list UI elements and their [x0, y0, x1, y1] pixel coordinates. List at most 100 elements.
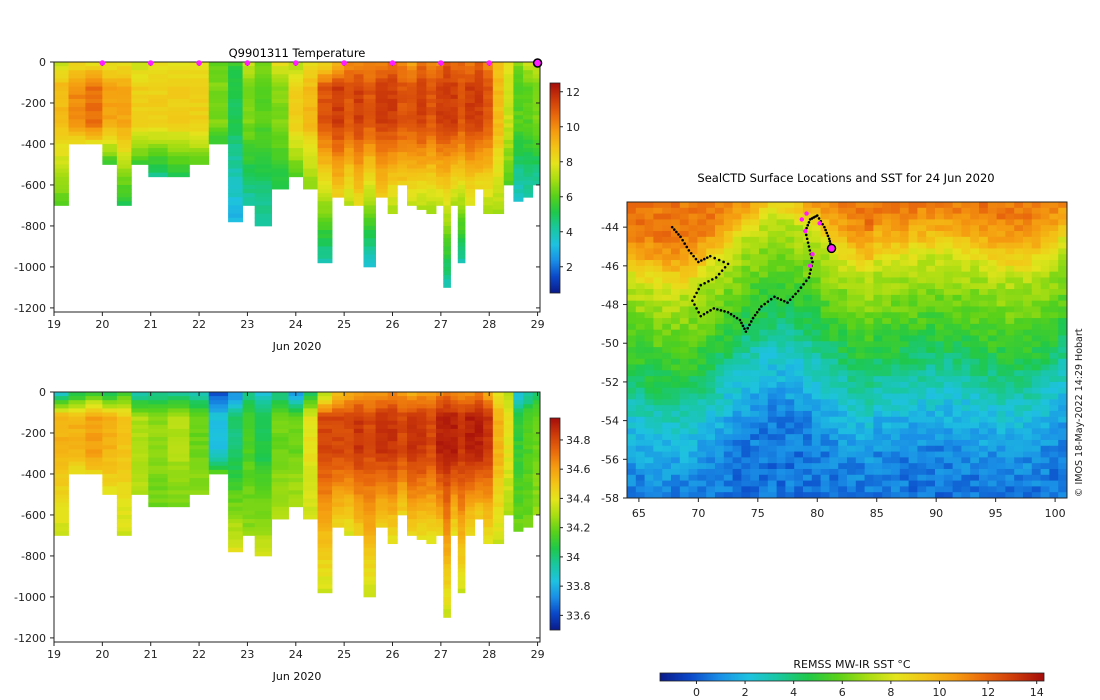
- surface-marker: [292, 60, 299, 66]
- profile-cell: [503, 180, 514, 186]
- sst-cell: [794, 306, 804, 313]
- profile-cell: [344, 461, 355, 467]
- profile-cell: [492, 490, 505, 495]
- profile-cell: [397, 457, 408, 463]
- profile-cell: [492, 74, 505, 79]
- sst-cell: [1040, 265, 1050, 273]
- profile-cell: [131, 123, 149, 128]
- sst-cell: [979, 381, 989, 389]
- sst-cell: [644, 312, 654, 319]
- profile-cell: [242, 123, 256, 128]
- profile-cell: [443, 482, 451, 487]
- profile-cell: [443, 531, 451, 536]
- sst-cell: [1031, 399, 1042, 406]
- sst-cell: [679, 364, 690, 371]
- sst-cell: [943, 335, 954, 342]
- profile-cell: [353, 441, 364, 446]
- sst-cell: [1031, 213, 1042, 220]
- sst-cell: [926, 364, 936, 371]
- sst-cell: [732, 428, 742, 435]
- sst-cell: [891, 323, 901, 331]
- profile-cell: [228, 514, 243, 520]
- sst-cell: [794, 277, 804, 284]
- sst-cell: [627, 364, 637, 371]
- sst-cell: [1031, 410, 1042, 418]
- sst-cell: [671, 416, 681, 424]
- profile-cell: [317, 453, 333, 458]
- profile-cell: [353, 457, 364, 463]
- profile-cell: [443, 209, 451, 215]
- profile-cell: [167, 441, 190, 446]
- profile-cell: [416, 176, 427, 182]
- sst-cell: [803, 283, 813, 290]
- profile-cell: [450, 127, 459, 133]
- sst-cell: [970, 213, 980, 220]
- profile-cell: [416, 498, 427, 504]
- profile-cell: [375, 465, 389, 471]
- profile-cell: [443, 74, 451, 79]
- profile-cell: [465, 66, 476, 71]
- sst-cell: [935, 254, 945, 261]
- sst-cell: [715, 422, 725, 429]
- sst-cell: [644, 236, 654, 244]
- sst-cell: [1023, 329, 1033, 336]
- sst-cell: [882, 428, 892, 435]
- profile-cell: [407, 176, 418, 182]
- sst-cell: [811, 335, 822, 342]
- profile-cell: [426, 486, 437, 491]
- profile-cell: [532, 111, 540, 116]
- profile-cell: [503, 416, 514, 422]
- sst-cell: [723, 318, 734, 325]
- profile-cell: [375, 514, 389, 520]
- profile-cell: [332, 131, 345, 137]
- profile-cell: [436, 78, 444, 83]
- profile-cell: [254, 486, 273, 491]
- profile-cell: [148, 469, 169, 475]
- sst-cell: [706, 364, 716, 371]
- profile-cell: [523, 152, 534, 157]
- sst-cell: [1067, 295, 1076, 301]
- profile-cell: [116, 82, 132, 87]
- sst-cell: [864, 428, 874, 435]
- profile-cell: [271, 465, 289, 471]
- sst-cell: [899, 422, 910, 429]
- profile-cell: [189, 437, 210, 442]
- profile-cell: [167, 78, 190, 83]
- sst-cell: [1023, 248, 1033, 255]
- profile-cell: [436, 176, 444, 182]
- profile-cell: [416, 156, 427, 161]
- profile-cell: [54, 127, 69, 133]
- profile-cell: [465, 131, 476, 137]
- profile-cell: [242, 428, 256, 434]
- sst-cell: [662, 312, 672, 319]
- profile-cell: [513, 400, 524, 405]
- profile-cell: [242, 131, 256, 137]
- sst-cell: [803, 399, 813, 406]
- y-tick-label: -400: [21, 138, 46, 151]
- profile-cell: [317, 168, 333, 174]
- sst-cell: [803, 422, 813, 429]
- sst-cell: [864, 416, 874, 424]
- profile-cell: [148, 478, 169, 483]
- profile-cell: [167, 160, 190, 165]
- profile-cell: [148, 82, 169, 87]
- sst-cell: [759, 439, 769, 447]
- profile-cell: [387, 94, 398, 100]
- profile-cell: [532, 82, 540, 87]
- profile-cell: [208, 412, 229, 417]
- profile-cell: [416, 82, 427, 87]
- sst-cell: [829, 283, 839, 290]
- sst-cell: [820, 260, 830, 267]
- sst-cell: [952, 260, 962, 267]
- profile-cell: [68, 449, 86, 454]
- sst-cell: [864, 358, 874, 366]
- profile-cell: [397, 152, 408, 157]
- sst-cell: [759, 260, 769, 267]
- profile-cell: [332, 164, 345, 169]
- sst-cell: [935, 381, 945, 389]
- profile-cell: [416, 420, 427, 426]
- profile-cell: [492, 531, 505, 536]
- profile-cell: [407, 189, 418, 194]
- profile-cell: [407, 127, 418, 133]
- profile-cell: [363, 184, 376, 190]
